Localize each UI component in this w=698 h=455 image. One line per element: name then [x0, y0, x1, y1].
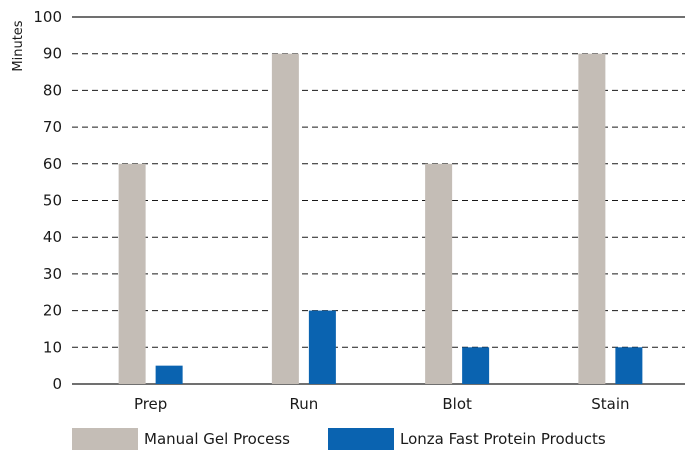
legend-label-manual-gel-process: Manual Gel Process [144, 430, 290, 448]
y-tick-label-20: 20 [43, 302, 62, 320]
bars [118, 53, 643, 384]
legend-swatch-manual-gel-process [72, 428, 138, 450]
bar-stain-lonza-fast-protein-products [615, 347, 643, 384]
bar-prep-manual-gel-process [118, 163, 146, 384]
y-tick-label-10: 10 [43, 338, 62, 356]
y-tick-label-60: 60 [43, 155, 62, 173]
y-tick-label-70: 70 [43, 118, 62, 136]
x-tick-label-stain: Stain [591, 395, 629, 413]
legend-item-manual-gel-process: Manual Gel Process [72, 428, 290, 450]
y-tick-label-30: 30 [43, 265, 62, 283]
legend-label-lonza-fast-protein-products: Lonza Fast Protein Products [400, 430, 606, 448]
bar-run-lonza-fast-protein-products [308, 310, 336, 384]
y-tick-label-0: 0 [52, 375, 62, 393]
y-tick-label-50: 50 [43, 192, 62, 210]
legend: Manual Gel Process Lonza Fast Protein Pr… [0, 428, 698, 452]
y-axis-label: Minutes [11, 20, 26, 71]
x-tick-label-prep: Prep [134, 395, 167, 413]
bar-prep-lonza-fast-protein-products [155, 365, 183, 384]
legend-item-lonza-fast-protein-products: Lonza Fast Protein Products [328, 428, 606, 450]
x-tick-label-blot: Blot [442, 395, 472, 413]
bar-stain-manual-gel-process [578, 53, 606, 384]
category-labels: Prep Run Blot Stain [134, 395, 630, 413]
y-tick-label-80: 80 [43, 81, 62, 99]
x-tick-label-run: Run [289, 395, 318, 413]
y-tick-labels: 0 10 20 30 40 50 60 70 80 90 100 [33, 8, 62, 393]
bar-run-manual-gel-process [271, 53, 299, 384]
bar-blot-lonza-fast-protein-products [462, 347, 490, 384]
bar-blot-manual-gel-process [425, 163, 453, 384]
y-tick-label-40: 40 [43, 228, 62, 246]
y-tick-label-90: 90 [43, 45, 62, 63]
y-tick-label-100: 100 [33, 8, 62, 26]
legend-swatch-lonza-fast-protein-products [328, 428, 394, 450]
